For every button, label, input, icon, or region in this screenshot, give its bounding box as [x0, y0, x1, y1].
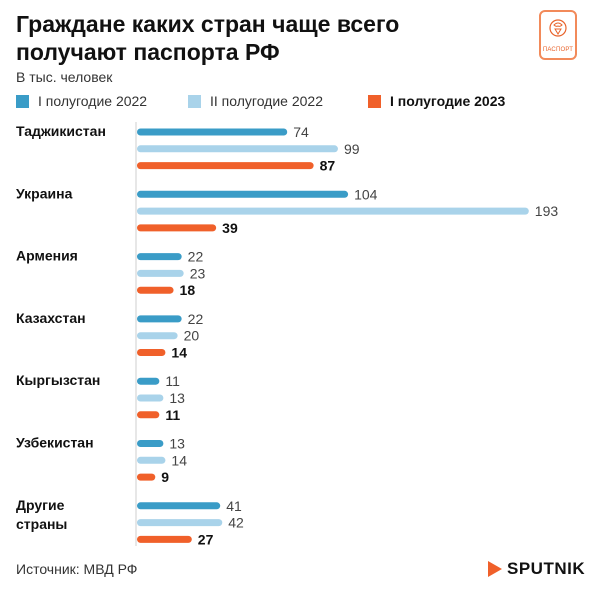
data-label: 22: [188, 311, 204, 327]
category-label: Узбекистан: [16, 435, 94, 451]
bar: [137, 519, 223, 527]
legend-label: I полугодие 2023: [390, 93, 506, 109]
data-label: 20: [184, 328, 200, 344]
chart-subtitle: В тыс. человек: [16, 69, 113, 85]
bar: [137, 394, 164, 402]
category-label: Кыргызстан: [16, 372, 100, 388]
data-label: 11: [165, 373, 180, 389]
bar: [137, 207, 529, 215]
bar: [137, 502, 221, 510]
passport-emblem-icon: [549, 19, 567, 37]
bar: [137, 440, 164, 447]
sputnik-arrow-icon: [488, 561, 502, 577]
bar: [137, 224, 217, 232]
bar: [137, 535, 192, 543]
bar: [137, 190, 349, 198]
data-label: 11: [165, 407, 180, 423]
bar: [137, 473, 156, 481]
bar: [137, 456, 166, 464]
legend-swatch: [16, 94, 29, 108]
category-label: Казахстан: [16, 310, 86, 326]
legend-item-h1-2023: I полугодие 2023: [368, 93, 505, 109]
legend-label: I полугодие 2022: [38, 93, 148, 109]
data-label: 13: [169, 436, 185, 452]
category-label: Таджикистан: [16, 123, 106, 139]
data-label: 74: [293, 124, 309, 140]
data-label: 99: [344, 141, 360, 157]
data-label: 39: [222, 220, 238, 236]
category-label: Украина: [16, 185, 73, 201]
data-label: 87: [320, 158, 336, 174]
data-label: 41: [226, 498, 242, 514]
bar: [137, 411, 160, 419]
bar: [137, 269, 184, 277]
bar: [137, 128, 288, 136]
chart-legend: I полугодие 2022 II полугодие 2022 I пол…: [16, 93, 576, 113]
data-label: 27: [198, 531, 214, 547]
legend-item-h2-2022: II полугодие 2022: [188, 93, 323, 109]
bar: [137, 349, 166, 356]
data-label: 42: [228, 515, 244, 531]
source-note: Источник: МВД РФ: [16, 561, 138, 577]
bar: [137, 162, 314, 170]
data-label: 18: [180, 282, 196, 298]
legend-swatch: [368, 94, 381, 108]
legend-item-h1-2022: I полугодие 2022: [16, 93, 147, 109]
bar-chart: Таджикистан 74 99 87 Украина 104 193 39 Армения 2…: [16, 122, 559, 547]
legend-swatch: [188, 94, 201, 108]
category-label: Другие страны: [16, 497, 67, 532]
data-label: 13: [169, 390, 185, 406]
brand-name: SPUTNIK: [507, 559, 586, 578]
data-label: 14: [171, 452, 187, 468]
data-label: 193: [535, 203, 559, 219]
brand-logo: SPUTNIK: [488, 559, 585, 579]
category-label: Армения: [16, 248, 78, 264]
bar: [137, 377, 160, 385]
logo-label: ПАСПОРТ: [542, 47, 574, 53]
data-label: 14: [171, 345, 187, 361]
data-label: 104: [354, 186, 378, 202]
data-label: 23: [190, 265, 206, 281]
legend-label: II полугодие 2022: [210, 93, 323, 109]
bar: [137, 315, 182, 323]
page-title: Граждане каких стран чаще всего получают…: [16, 11, 400, 65]
bar: [137, 253, 182, 261]
data-label: 22: [188, 249, 204, 265]
bar: [137, 286, 174, 294]
passport-logo: ПАСПОРТ: [539, 10, 577, 60]
bar: [137, 145, 338, 153]
data-label: 9: [161, 469, 169, 485]
bar: [137, 332, 178, 340]
